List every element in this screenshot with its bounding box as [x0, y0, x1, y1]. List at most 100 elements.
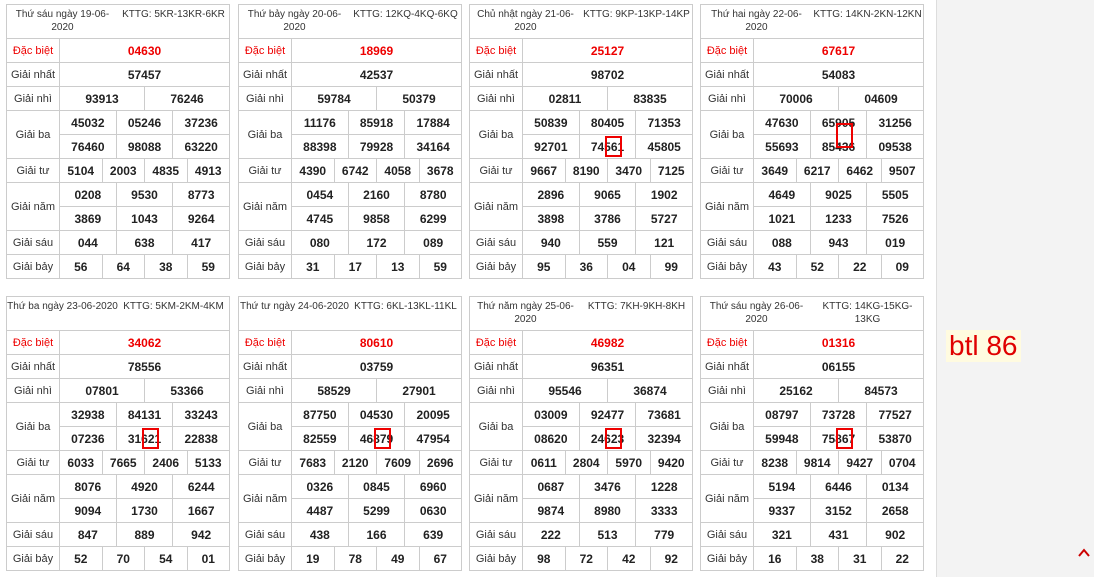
prize-line: 0611 2804 5970 9420: [523, 451, 692, 474]
prize-number: 638: [115, 231, 173, 254]
prize-number: 9094: [74, 503, 102, 518]
prize-number: 98: [537, 551, 551, 566]
prize-number: 08797: [765, 407, 799, 422]
prize-values: 87750 04530 20095 82559 46879 47954: [292, 403, 461, 450]
table-header: Chủ nhật ngày 21-06-2020 KTTG: 9KP-13KP-1…: [470, 5, 692, 39]
prize-number: 76460: [71, 139, 105, 154]
highlight-box: [835, 123, 853, 148]
prize-values: 01316: [754, 331, 923, 354]
scroll-top[interactable]: [1076, 546, 1092, 560]
prize-label: Giải nhất: [470, 63, 523, 86]
prize-number: 0454: [306, 187, 334, 202]
prize-row: Giải sáu 044 638 417: [7, 231, 229, 255]
prize-label: Giải tư: [470, 159, 523, 182]
prize-values: 95546 36874: [523, 379, 692, 402]
prize-number: 3869: [74, 211, 102, 226]
prize-number: 17884: [404, 111, 461, 134]
prize-label: Đặc biệt: [239, 331, 292, 354]
prize-number: 9667: [530, 163, 558, 178]
prize-values: 07801 53366: [60, 379, 229, 402]
prize-label: Giải ba: [7, 111, 60, 158]
prize-values: 3649 6217 6462 9507: [754, 159, 923, 182]
prize-line: 940 559 121: [523, 231, 692, 254]
prize-line: 96351: [523, 355, 692, 378]
prize-row: Giải nhì 70006 04609: [701, 87, 923, 111]
prize-label: Giải nhất: [470, 355, 523, 378]
prize-number: 9874: [537, 503, 565, 518]
prize-label: Giải nhì: [470, 379, 523, 402]
prize-line: 59948 75867 53870: [754, 426, 923, 450]
note: btl 86: [946, 330, 1021, 362]
prize-values: 67617: [754, 39, 923, 62]
prize-number: 4487: [306, 503, 334, 518]
prize-line: 56 64 38 59: [60, 255, 229, 278]
prize-number: 31: [838, 547, 881, 570]
table-header: Thứ ba ngày 23-06-2020 KTTG: 5KM-2KM-4KM: [7, 297, 229, 331]
prize-label: Giải ba: [701, 403, 754, 450]
prize-line: 31 17 13 59: [292, 255, 461, 278]
prize-row: Giải nhì 58529 27901: [239, 379, 461, 403]
prize-row: Đặc biệt 18969: [239, 39, 461, 63]
prize-row: Giải sáu 080 172 089: [239, 231, 461, 255]
prize-line: 25127: [523, 39, 692, 62]
prize-number: 36: [564, 255, 608, 278]
prize-number: 25162: [779, 383, 813, 398]
result-table: Thứ hai ngày 22-06-2020 KTTG: 14KN-2KN-12…: [700, 4, 924, 279]
prize-number: 431: [809, 523, 867, 546]
prize-line: 321 431 902: [754, 523, 923, 546]
prize-number: 6244: [172, 475, 229, 498]
prize-number: 7125: [649, 159, 693, 182]
prize-line: 98702: [523, 63, 692, 86]
prize-number: 2804: [564, 451, 608, 474]
prize-values: 4649 9025 5505 1021 1233 7526: [754, 183, 923, 230]
prize-line: 3649 6217 6462 9507: [754, 159, 923, 182]
prize-values: 0687 3476 1228 9874 8980 3333: [523, 475, 692, 522]
prize-number: 54: [144, 547, 187, 570]
prize-line: 07801 53366: [60, 379, 229, 402]
prize-line: 80610: [292, 331, 461, 354]
draw-date: Thứ bảy ngày 20-06-2020: [247, 9, 342, 33]
prize-label: Giải năm: [701, 183, 754, 230]
prize-line: 3869 1043 9264: [60, 206, 229, 230]
prize-label: Đặc biệt: [7, 331, 60, 354]
prize-line: 4745 9858 6299: [292, 206, 461, 230]
prize-number: 3152: [809, 499, 867, 522]
prize-label: Giải sáu: [701, 231, 754, 254]
prize-number: 6217: [795, 159, 839, 182]
prize-label: Giải nhì: [701, 379, 754, 402]
prize-number: 166: [347, 523, 405, 546]
prize-row: Giải ba 03009 92477 73681 08620 24623 32394: [470, 403, 692, 451]
prize-row: Giải tư 8238 9814 9427 0704: [701, 451, 923, 475]
prize-line: 42537: [292, 63, 461, 86]
prize-number: 45032: [71, 115, 105, 130]
prize-number: 943: [809, 231, 867, 254]
prize-row: Giải nhất 42537: [239, 63, 461, 87]
prize-number: 25127: [590, 43, 625, 58]
prize-number: 6960: [404, 475, 461, 498]
prize-row: Đặc biệt 01316: [701, 331, 923, 355]
prize-label: Giải bảy: [701, 255, 754, 278]
prize-row: Giải năm 0687 3476 1228 9874 8980 3333: [470, 475, 692, 523]
prize-values: 8076 4920 6244 9094 1730 1667: [60, 475, 229, 522]
prize-number: 321: [771, 527, 792, 542]
prize-number: 24623: [578, 427, 636, 450]
result-table: Thứ bảy ngày 20-06-2020 KTTG: 12KQ-4KQ-6K…: [238, 4, 462, 279]
prize-line: 98 72 42 92: [523, 547, 692, 570]
prize-number: 6742: [333, 159, 377, 182]
prize-label: Giải ba: [701, 111, 754, 158]
prize-values: 088 943 019: [754, 231, 923, 254]
prize-line: 088 943 019: [754, 231, 923, 254]
prize-number: 46879: [347, 427, 405, 450]
prize-number: 85918: [347, 111, 405, 134]
prize-values: 02811 83835: [523, 87, 692, 110]
prize-values: 0454 2160 8780 4745 9858 6299: [292, 183, 461, 230]
prize-row: Giải sáu 438 166 639: [239, 523, 461, 547]
prize-row: Giải bảy 56 64 38 59: [7, 255, 229, 278]
prize-number: 3678: [418, 159, 462, 182]
prize-row: Giải sáu 321 431 902: [701, 523, 923, 547]
result-table: Thứ sáu ngày 26-06-2020 KTTG: 14KG-15KG-1…: [700, 296, 924, 571]
prize-line: 0687 3476 1228: [523, 475, 692, 498]
prize-label: Giải nhất: [239, 355, 292, 378]
prize-number: 3786: [578, 207, 636, 230]
prize-label: Giải sáu: [7, 523, 60, 546]
